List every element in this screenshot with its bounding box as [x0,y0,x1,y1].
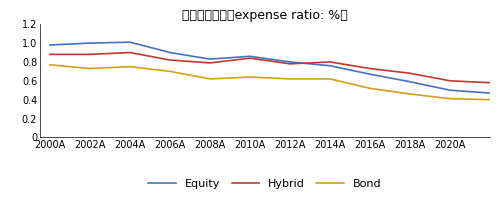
Equity [487,92,493,94]
Hybrid [287,63,293,65]
Line: Bond: Bond [50,65,490,100]
Line: Equity: Equity [50,42,490,93]
Hybrid [207,62,213,64]
Bond [207,78,213,80]
Hybrid [367,67,373,70]
Bond [487,98,493,101]
Title: 共同基金费率（expense ratio: %）: 共同基金费率（expense ratio: %） [182,9,348,22]
Equity [127,41,133,43]
Bond [447,98,453,100]
Equity [87,42,93,44]
Equity [407,81,413,83]
Hybrid [487,81,493,84]
Equity [367,73,373,75]
Hybrid [247,57,253,59]
Hybrid [127,51,133,54]
Hybrid [87,53,93,56]
Bond [47,64,53,66]
Bond [87,67,93,70]
Equity [167,51,173,54]
Line: Hybrid: Hybrid [50,53,490,83]
Equity [47,44,53,46]
Bond [367,87,373,89]
Hybrid [47,53,53,56]
Equity [287,61,293,63]
Bond [247,76,253,78]
Equity [247,55,253,58]
Bond [127,65,133,68]
Bond [167,70,173,73]
Bond [287,78,293,80]
Hybrid [447,80,453,82]
Bond [407,93,413,95]
Legend: Equity, Hybrid, Bond: Equity, Hybrid, Bond [144,175,386,194]
Equity [447,89,453,92]
Hybrid [327,61,333,63]
Equity [207,58,213,60]
Bond [327,78,333,80]
Hybrid [167,59,173,61]
Equity [327,64,333,67]
Hybrid [407,72,413,75]
